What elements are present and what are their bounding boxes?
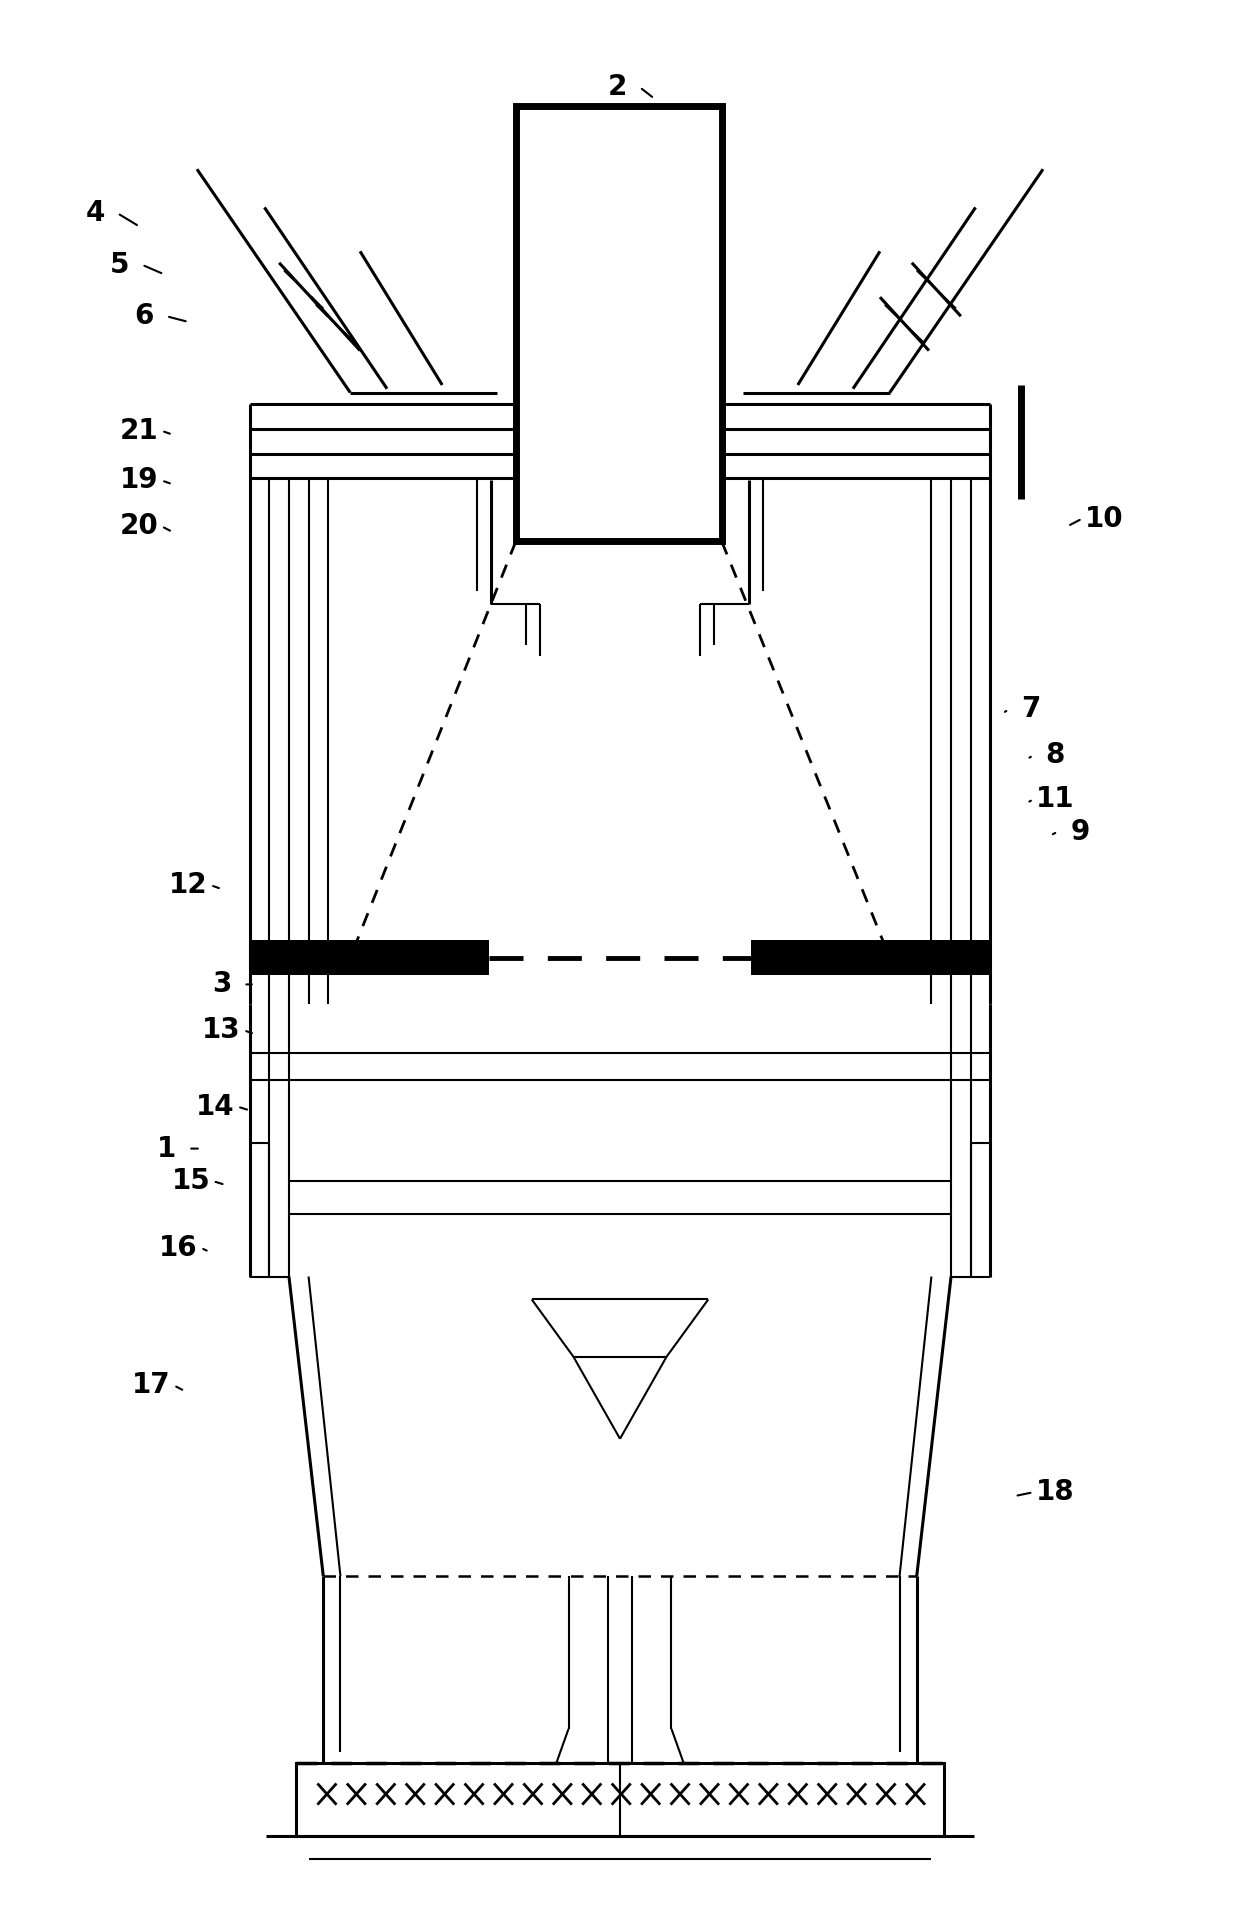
Text: 21: 21 xyxy=(120,417,159,444)
Text: 15: 15 xyxy=(171,1167,211,1194)
Text: 10: 10 xyxy=(1085,504,1123,533)
Text: 14: 14 xyxy=(196,1092,234,1121)
Text: 1: 1 xyxy=(156,1135,176,1163)
Text: 6: 6 xyxy=(135,302,154,331)
Text: 16: 16 xyxy=(159,1235,198,1261)
Text: 2: 2 xyxy=(608,73,627,102)
Text: 4: 4 xyxy=(86,200,105,227)
Text: 11: 11 xyxy=(1035,785,1075,813)
Bar xyxy=(249,940,489,975)
Text: 17: 17 xyxy=(133,1371,171,1400)
Bar xyxy=(751,940,991,975)
Text: 12: 12 xyxy=(169,871,208,900)
Text: 20: 20 xyxy=(120,512,159,540)
Bar xyxy=(296,1763,944,1836)
Text: 18: 18 xyxy=(1035,1479,1075,1506)
Text: 19: 19 xyxy=(120,467,159,494)
Text: 9: 9 xyxy=(1070,817,1090,846)
Bar xyxy=(516,106,722,542)
Text: 7: 7 xyxy=(1021,696,1040,723)
Text: 8: 8 xyxy=(1045,740,1065,769)
Text: 5: 5 xyxy=(110,250,129,279)
Text: 3: 3 xyxy=(212,971,231,998)
Text: 13: 13 xyxy=(202,1015,241,1044)
